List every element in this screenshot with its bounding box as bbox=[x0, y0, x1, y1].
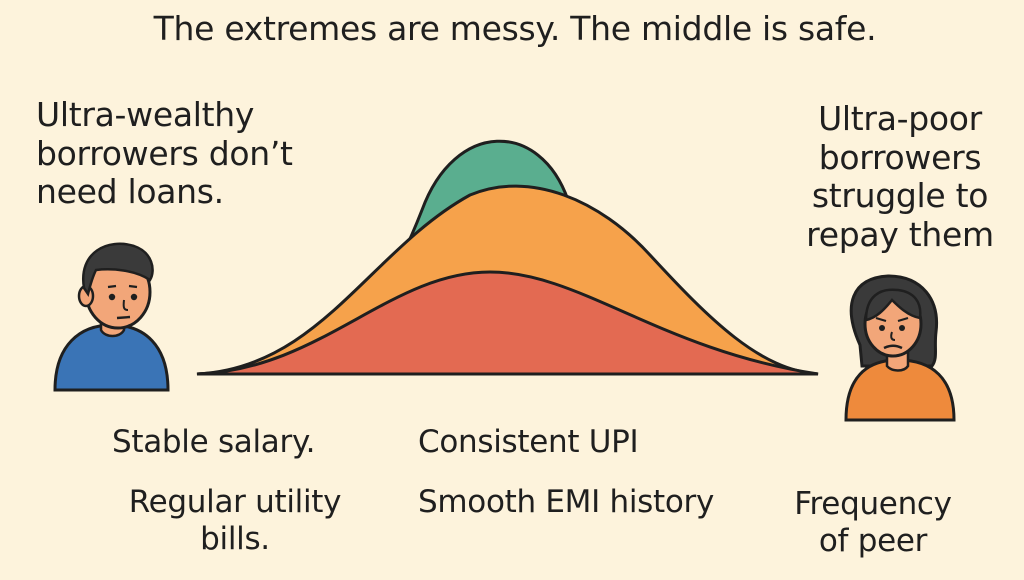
left-caption: Ultra-wealthy borrowers don’t need loans… bbox=[36, 95, 293, 212]
label-stable-salary: Stable salary. bbox=[112, 424, 316, 460]
label-frequency-of-peer: Frequency of peer bbox=[794, 486, 952, 559]
red-curve bbox=[196, 270, 819, 376]
page-title: The extremes are messy. The middle is sa… bbox=[153, 9, 877, 48]
label-regular-utility-bills: Regular utility bills. bbox=[128, 484, 342, 557]
right-caption: Ultra-poor borrowers struggle to repay t… bbox=[806, 99, 994, 254]
label-consistent-upi: Consistent UPI bbox=[418, 424, 639, 460]
woman-avatar-icon bbox=[844, 274, 956, 422]
man-avatar-icon bbox=[53, 242, 170, 392]
label-smooth-emi-history: Smooth EMI history bbox=[418, 484, 715, 520]
